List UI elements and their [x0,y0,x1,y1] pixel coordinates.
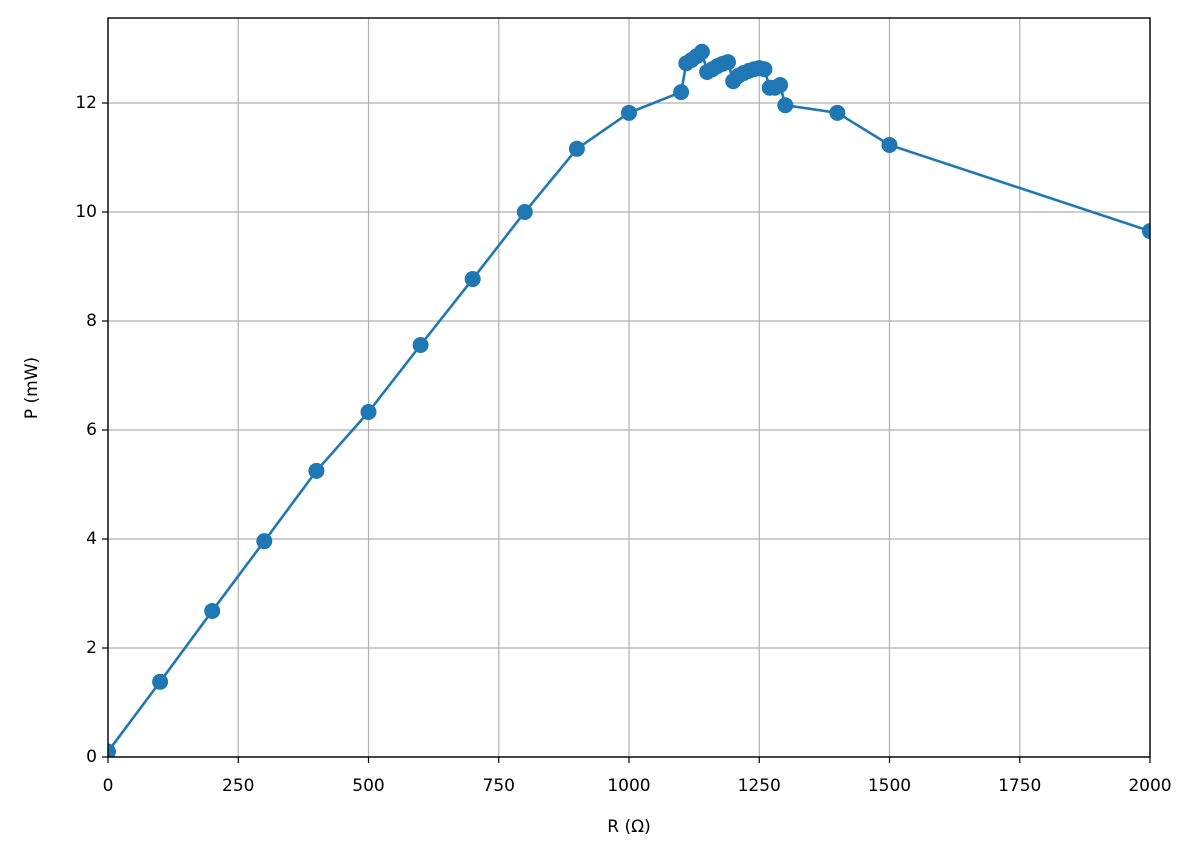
data-point [464,271,481,288]
data-point [308,462,325,479]
data-point [204,602,221,619]
y-tick-label: 0 [86,747,97,767]
y-tick-label: 10 [75,202,97,222]
data-point [881,136,898,153]
y-tick-label: 2 [86,638,97,658]
data-point [1142,223,1150,240]
x-tick-label: 0 [103,776,114,796]
y-tick-label: 4 [86,529,97,549]
x-tick-label: 250 [222,776,254,796]
data-point [719,54,736,71]
y-tick-label: 8 [86,311,97,331]
y-tick-label: 12 [75,93,97,113]
data-point [256,533,273,550]
x-tick-label: 1750 [998,776,1041,796]
data-point [829,104,846,121]
data-point [621,104,637,121]
x-tick-label: 1000 [607,776,650,796]
data-point [108,743,116,757]
data-point [693,43,710,60]
data-point [360,404,377,421]
y-tick-label: 6 [86,420,97,440]
data-point [516,204,533,221]
x-tick-label: 750 [483,776,515,796]
data-point [568,140,585,157]
data-point [412,336,429,353]
x-tick-label: 2000 [1128,776,1171,796]
data-point [152,673,169,690]
x-axis-label: R (Ω) [607,817,650,837]
x-tick-label: 1250 [738,776,781,796]
x-tick-label: 500 [352,776,384,796]
data-point [673,84,690,101]
data-point [772,77,789,94]
data-point [756,61,773,78]
plot-frame [107,17,1151,758]
data-point [777,97,794,114]
x-tick-label: 1500 [868,776,911,796]
y-axis-label: P (mW) [22,357,42,419]
